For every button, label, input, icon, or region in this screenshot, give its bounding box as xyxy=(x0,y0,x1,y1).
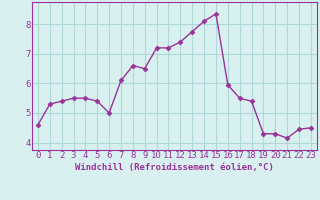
X-axis label: Windchill (Refroidissement éolien,°C): Windchill (Refroidissement éolien,°C) xyxy=(75,163,274,172)
